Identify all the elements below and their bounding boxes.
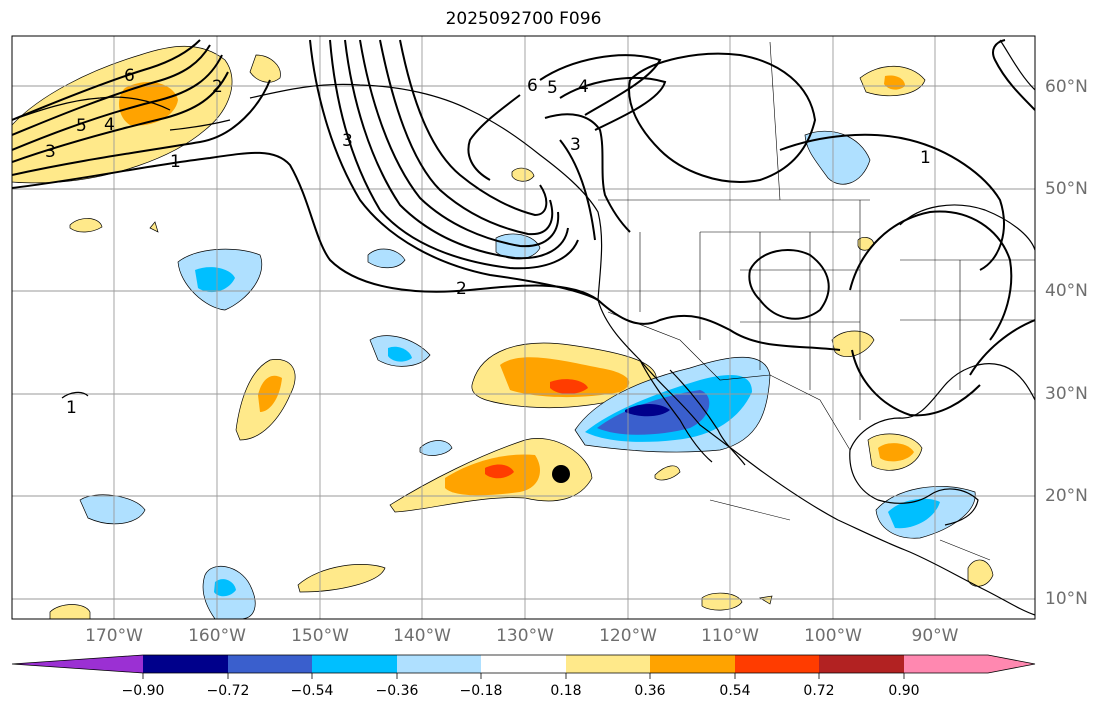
map-frame	[11, 35, 1036, 620]
coastlines	[12, 39, 1035, 616]
svg-text:5: 5	[547, 78, 558, 98]
colorbar-tick-label: −0.36	[375, 683, 419, 699]
colorbar-segment	[143, 655, 228, 673]
colorbar-min-extend	[12, 655, 143, 673]
colorbar-tick-label: −0.90	[121, 683, 165, 699]
colorbar-tick-label: −0.18	[459, 683, 503, 699]
colorbar-tick-label: −0.72	[206, 683, 250, 699]
svg-text:3: 3	[342, 131, 353, 151]
colorbar-tick-label: 0.36	[634, 683, 666, 699]
lat-label: 40°N	[1045, 281, 1088, 301]
svg-text:3: 3	[570, 135, 581, 155]
gridlines	[12, 36, 1035, 619]
svg-text:5: 5	[76, 116, 87, 136]
colorbar-segment	[735, 655, 819, 673]
lon-label: 90°W	[911, 626, 959, 646]
location-marker	[552, 465, 570, 483]
lon-label: 170°W	[85, 626, 143, 646]
colorbar-segment	[904, 655, 988, 673]
contour-lines	[12, 39, 1035, 417]
colorbar-max-extend	[988, 655, 1035, 673]
colorbar-segment	[397, 655, 481, 673]
colorbar-segment	[481, 655, 566, 673]
lon-label: 140°W	[393, 626, 451, 646]
lon-label: 160°W	[188, 626, 246, 646]
colorbar-segment	[566, 655, 650, 673]
lon-label: 120°W	[599, 626, 657, 646]
colorbar-segment	[228, 655, 312, 673]
svg-text:4: 4	[104, 115, 115, 135]
svg-text:3: 3	[45, 142, 56, 162]
map-title: 2025092700 F096	[445, 9, 602, 29]
contour-labels: 6 4 5 3 1 2 3 6 5 4 3 2 1 1	[45, 66, 931, 418]
lon-label: 100°W	[804, 626, 862, 646]
svg-text:1: 1	[170, 152, 181, 172]
colorbar-tick-label: 0.54	[719, 683, 751, 699]
lon-label: 130°W	[496, 626, 554, 646]
svg-text:2: 2	[212, 77, 223, 97]
colorbar-segment	[819, 655, 904, 673]
colorbar-tick-label: 0.18	[550, 683, 582, 699]
colorbar-tick-label: 0.72	[803, 683, 835, 699]
lat-label: 50°N	[1045, 179, 1088, 199]
colorbar-tick-label: −0.54	[290, 683, 334, 699]
lat-label: 30°N	[1045, 384, 1088, 404]
svg-text:6: 6	[124, 66, 135, 86]
lon-label: 150°W	[291, 626, 349, 646]
lat-label: 60°N	[1045, 77, 1088, 97]
colorbar-segment	[312, 655, 397, 673]
colorbar-segment	[650, 655, 735, 673]
colorbar-tick-label: 0.90	[888, 683, 920, 699]
svg-text:2: 2	[456, 279, 467, 299]
lon-label: 110°W	[701, 626, 759, 646]
svg-text:6: 6	[527, 76, 538, 96]
lat-label: 20°N	[1045, 486, 1088, 506]
svg-text:4: 4	[578, 77, 589, 97]
colorbar	[11, 654, 1036, 679]
lat-label: 10°N	[1045, 589, 1088, 609]
svg-text:1: 1	[920, 148, 931, 168]
svg-text:1: 1	[66, 398, 77, 418]
